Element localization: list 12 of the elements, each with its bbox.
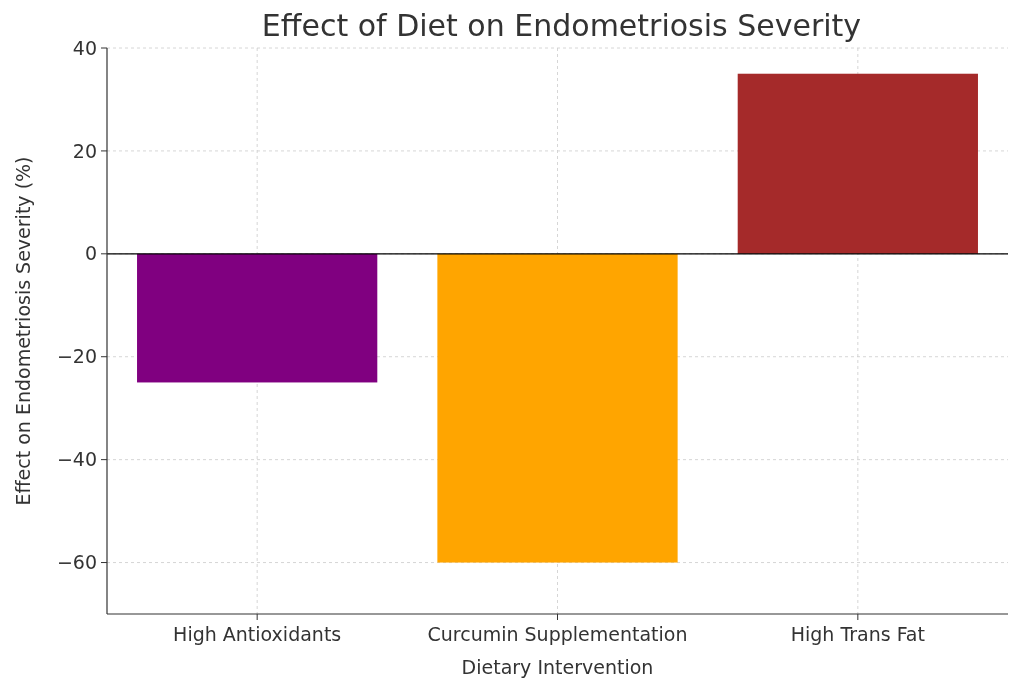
y-tick-label: 40 [72,36,97,59]
y-tick-label: 0 [84,242,97,265]
x-tick-label: High Trans Fat [790,623,925,645]
y-tick-label: −20 [56,345,97,368]
y-tick-label: 20 [72,139,97,162]
y-axis-title: Effect on Endometriosis Severity (%) [12,156,34,506]
y-tick-label: −40 [56,448,97,471]
y-tick-label: −60 [56,551,97,574]
x-axis-title: Dietary Intervention [461,656,654,678]
chart-title: Effect of Diet on Endometriosis Severity [261,8,862,43]
x-tick-label: Curcumin Supplementation [427,623,688,645]
x-tick-label: High Antioxidants [173,623,342,645]
